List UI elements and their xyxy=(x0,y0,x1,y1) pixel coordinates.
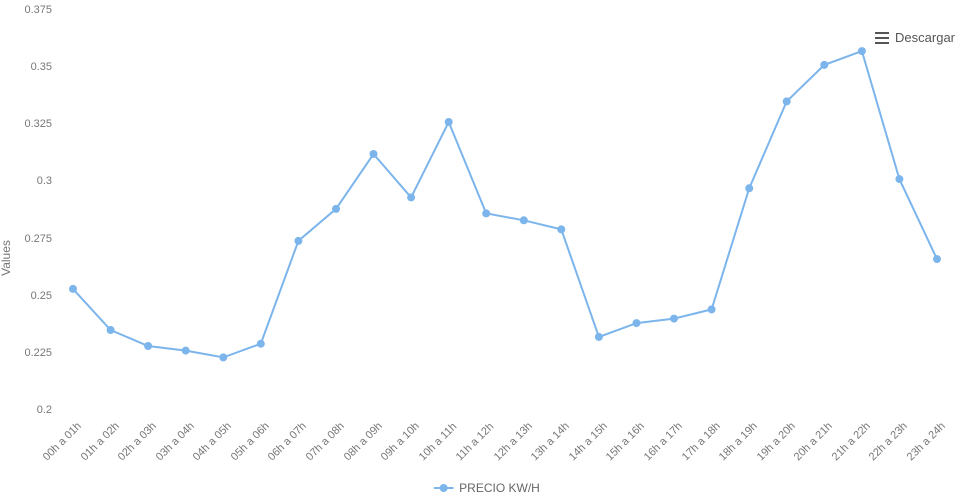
y-tick-label: 0.375 xyxy=(12,4,52,16)
data-point[interactable] xyxy=(595,333,603,341)
data-point[interactable] xyxy=(257,340,265,348)
data-point[interactable] xyxy=(520,216,528,224)
series-line xyxy=(73,51,937,357)
y-tick-label: 0.275 xyxy=(12,233,52,245)
plot-area xyxy=(55,10,955,410)
legend-label: PRECIO KW/H xyxy=(459,481,540,495)
x-tick-label: 10h a 11h xyxy=(416,421,459,464)
data-point[interactable] xyxy=(783,97,791,105)
x-tick-label: 18h a 19h xyxy=(717,420,760,463)
x-tick-label: 16h a 17h xyxy=(642,420,685,463)
data-point[interactable] xyxy=(633,319,641,327)
x-tick-label: 01h a 02h xyxy=(78,420,121,463)
x-tick-label: 04h a 05h xyxy=(191,420,234,463)
data-point[interactable] xyxy=(933,255,941,263)
x-tick-label: 21h a 22h xyxy=(830,420,873,463)
x-tick-label: 05h a 06h xyxy=(229,420,272,463)
x-tick-label: 20h a 21h xyxy=(792,420,835,463)
x-tick-label: 11h a 12h xyxy=(454,421,497,464)
data-point[interactable] xyxy=(294,237,302,245)
data-point[interactable] xyxy=(445,118,453,126)
y-tick-label: 0.2 xyxy=(12,404,52,416)
x-tick-label: 03h a 04h xyxy=(153,420,196,463)
data-point[interactable] xyxy=(745,184,753,192)
x-tick-label: 07h a 08h xyxy=(304,420,347,463)
data-point[interactable] xyxy=(557,225,565,233)
y-tick-label: 0.25 xyxy=(12,290,52,302)
y-ticks: 0.20.2250.250.2750.30.3250.350.375 xyxy=(22,10,52,410)
chart-container: Descargar Values 0.20.2250.250.2750.30.3… xyxy=(0,0,973,501)
x-tick-label: 06h a 07h xyxy=(266,420,309,463)
x-tick-label: 02h a 03h xyxy=(116,420,159,463)
x-tick-label: 09h a 10h xyxy=(379,420,422,463)
legend-marker-icon xyxy=(433,482,453,494)
x-tick-label: 13h a 14h xyxy=(529,420,572,463)
x-tick-label: 14h a 15h xyxy=(567,420,610,463)
legend[interactable]: PRECIO KW/H xyxy=(433,481,540,495)
y-tick-label: 0.225 xyxy=(12,347,52,359)
data-point[interactable] xyxy=(219,353,227,361)
x-tick-label: 19h a 20h xyxy=(754,420,797,463)
y-axis-label: Values xyxy=(0,240,13,276)
y-tick-label: 0.325 xyxy=(12,118,52,130)
x-tick-label: 22h a 23h xyxy=(867,420,910,463)
x-tick-label: 17h a 18h xyxy=(679,420,722,463)
data-point[interactable] xyxy=(895,175,903,183)
x-tick-label: 23h a 24h xyxy=(905,420,948,463)
x-tick-label: 00h a 01h xyxy=(41,420,84,463)
data-point[interactable] xyxy=(482,209,490,217)
data-point[interactable] xyxy=(407,193,415,201)
data-point[interactable] xyxy=(670,315,678,323)
data-point[interactable] xyxy=(820,61,828,69)
data-point[interactable] xyxy=(708,305,716,313)
data-point[interactable] xyxy=(858,47,866,55)
data-point[interactable] xyxy=(69,285,77,293)
data-point[interactable] xyxy=(370,150,378,158)
data-point[interactable] xyxy=(107,326,115,334)
y-tick-label: 0.3 xyxy=(12,175,52,187)
x-tick-label: 08h a 09h xyxy=(341,420,384,463)
y-tick-label: 0.35 xyxy=(12,61,52,73)
data-point[interactable] xyxy=(332,205,340,213)
x-ticks: 00h a 01h01h a 02h02h a 03h03h a 04h04h … xyxy=(55,415,955,475)
line-chart-svg xyxy=(55,10,955,410)
x-tick-label: 15h a 16h xyxy=(604,420,647,463)
x-tick-label: 12h a 13h xyxy=(492,420,535,463)
data-point[interactable] xyxy=(182,347,190,355)
data-point[interactable] xyxy=(144,342,152,350)
